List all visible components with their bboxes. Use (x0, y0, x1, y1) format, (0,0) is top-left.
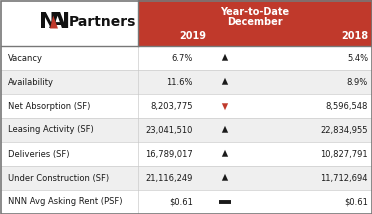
Bar (0, 0, 138, 46)
Text: 2018: 2018 (341, 31, 368, 41)
Bar (0, 46, 372, 70)
Text: 5.4%: 5.4% (347, 54, 368, 62)
Text: Net Absorption (SF): Net Absorption (SF) (8, 101, 90, 110)
Text: Deliveries (SF): Deliveries (SF) (8, 150, 70, 159)
Bar (0, 118, 372, 142)
Polygon shape (222, 78, 228, 85)
Text: 16,789,017: 16,789,017 (145, 150, 193, 159)
Text: 6.7%: 6.7% (171, 54, 193, 62)
Text: $0.61: $0.61 (169, 198, 193, 207)
Text: 22,834,955: 22,834,955 (321, 125, 368, 135)
Text: 2019: 2019 (180, 31, 206, 41)
Text: N: N (39, 12, 58, 32)
Text: Availability: Availability (8, 77, 54, 86)
Polygon shape (222, 150, 228, 157)
Text: Under Construction (SF): Under Construction (SF) (8, 174, 109, 183)
Polygon shape (222, 174, 228, 181)
Bar (138, 0, 372, 46)
Text: I: I (62, 12, 70, 32)
Polygon shape (222, 103, 228, 110)
Bar (0, 70, 372, 94)
Text: 8,596,548: 8,596,548 (326, 101, 368, 110)
Bar (0, 166, 372, 190)
Bar (0, 142, 372, 166)
Text: 11.6%: 11.6% (167, 77, 193, 86)
Text: 10,827,791: 10,827,791 (320, 150, 368, 159)
Text: NNN Avg Asking Rent (PSF): NNN Avg Asking Rent (PSF) (8, 198, 122, 207)
Polygon shape (222, 54, 228, 61)
Text: A: A (49, 12, 66, 32)
Text: December: December (227, 17, 283, 27)
Bar (0, 190, 372, 214)
Text: 21,116,249: 21,116,249 (145, 174, 193, 183)
Text: 8,203,775: 8,203,775 (151, 101, 193, 110)
Text: Leasing Activity (SF): Leasing Activity (SF) (8, 125, 94, 135)
Text: $0.61: $0.61 (344, 198, 368, 207)
Polygon shape (50, 15, 58, 28)
Bar (0, 94, 372, 118)
Text: Partners: Partners (69, 15, 137, 29)
Text: 8.9%: 8.9% (347, 77, 368, 86)
Text: Year-to-Date: Year-to-Date (221, 7, 289, 17)
Polygon shape (222, 126, 228, 133)
Text: 11,712,694: 11,712,694 (321, 174, 368, 183)
Text: 23,041,510: 23,041,510 (145, 125, 193, 135)
Text: Vacancy: Vacancy (8, 54, 43, 62)
